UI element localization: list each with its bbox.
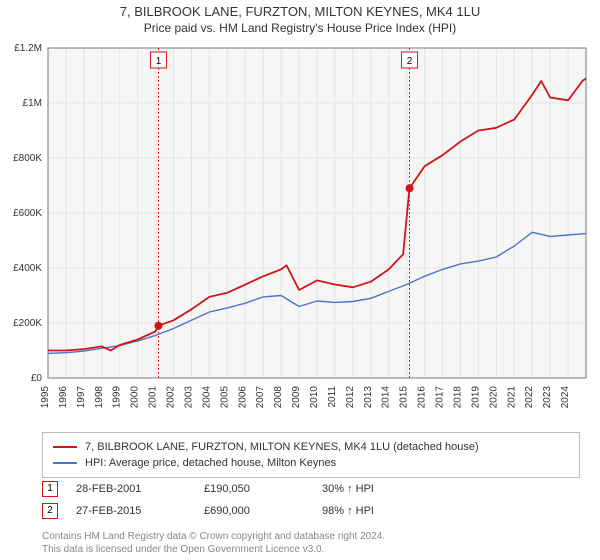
svg-text:2007: 2007 [255,386,266,409]
legend-label: HPI: Average price, detached house, Milt… [85,457,336,469]
svg-text:2022: 2022 [524,386,535,409]
sale-row: 1 28-FEB-2001 £190,050 30% ↑ HPI [42,478,580,500]
svg-text:1: 1 [156,56,162,67]
sale-row: 2 27-FEB-2015 £690,000 98% ↑ HPI [42,500,580,522]
svg-text:1996: 1996 [58,386,69,409]
legend-entry-hpi: HPI: Average price, detached house, Milt… [53,455,569,471]
svg-text:2004: 2004 [201,386,212,409]
svg-text:2020: 2020 [488,386,499,409]
svg-text:2013: 2013 [363,386,374,409]
svg-text:£200K: £200K [13,318,42,329]
svg-text:2011: 2011 [327,386,338,408]
sales-table: 1 28-FEB-2001 £190,050 30% ↑ HPI 2 27-FE… [42,478,580,522]
footer-line: Contains HM Land Registry data © Crown c… [42,530,580,543]
svg-text:2023: 2023 [542,386,553,409]
svg-text:£1.2M: £1.2M [14,43,42,54]
svg-text:2006: 2006 [237,386,248,409]
svg-text:2017: 2017 [435,386,446,409]
svg-text:1995: 1995 [40,386,51,409]
svg-text:1999: 1999 [112,386,123,409]
price-chart: £0 £200K £400K £600K £800K £1M £1.2M 1995 1996 19… [0,42,600,422]
sale-pct: 30% ↑ HPI [322,483,422,495]
sale-pct: 98% ↑ HPI [322,505,422,517]
svg-text:2000: 2000 [130,386,141,409]
svg-text:2018: 2018 [452,386,463,409]
svg-text:2001: 2001 [148,386,159,409]
sale-badge: 2 [42,503,58,519]
svg-text:2012: 2012 [345,386,356,409]
chart-legend: 7, BILBROOK LANE, FURZTON, MILTON KEYNES… [42,432,580,478]
legend-entry-property: 7, BILBROOK LANE, FURZTON, MILTON KEYNES… [53,439,569,455]
sale-badge: 1 [42,481,58,497]
svg-text:2024: 2024 [560,386,571,409]
page-title: 7, BILBROOK LANE, FURZTON, MILTON KEYNES… [0,4,600,19]
svg-text:2014: 2014 [381,386,392,409]
svg-text:£400K: £400K [13,263,42,274]
svg-text:2021: 2021 [506,386,517,409]
sale-date: 27-FEB-2015 [76,505,186,517]
svg-text:2016: 2016 [417,386,428,409]
svg-text:2: 2 [407,56,413,67]
svg-text:2010: 2010 [309,386,320,409]
sale-date: 28-FEB-2001 [76,483,186,495]
footer-line: This data is licensed under the Open Gov… [42,543,580,556]
svg-text:2002: 2002 [166,386,177,409]
svg-text:2009: 2009 [291,386,302,409]
svg-text:£1M: £1M [23,98,42,109]
svg-text:1997: 1997 [76,386,87,409]
legend-swatch-hpi [53,462,77,464]
sale-price: £690,000 [204,505,304,517]
svg-text:£600K: £600K [13,208,42,219]
svg-text:£800K: £800K [13,153,42,164]
svg-text:1998: 1998 [94,386,105,409]
svg-text:2015: 2015 [399,386,410,409]
svg-text:2019: 2019 [470,386,481,409]
page-subtitle: Price paid vs. HM Land Registry's House … [0,21,600,35]
footer-attribution: Contains HM Land Registry data © Crown c… [42,530,580,556]
svg-text:2008: 2008 [273,386,284,409]
svg-text:2003: 2003 [183,386,194,409]
svg-text:2005: 2005 [219,386,230,409]
legend-swatch-property [53,446,77,448]
svg-text:£0: £0 [31,373,43,384]
legend-label: 7, BILBROOK LANE, FURZTON, MILTON KEYNES… [85,441,479,453]
sale-price: £190,050 [204,483,304,495]
